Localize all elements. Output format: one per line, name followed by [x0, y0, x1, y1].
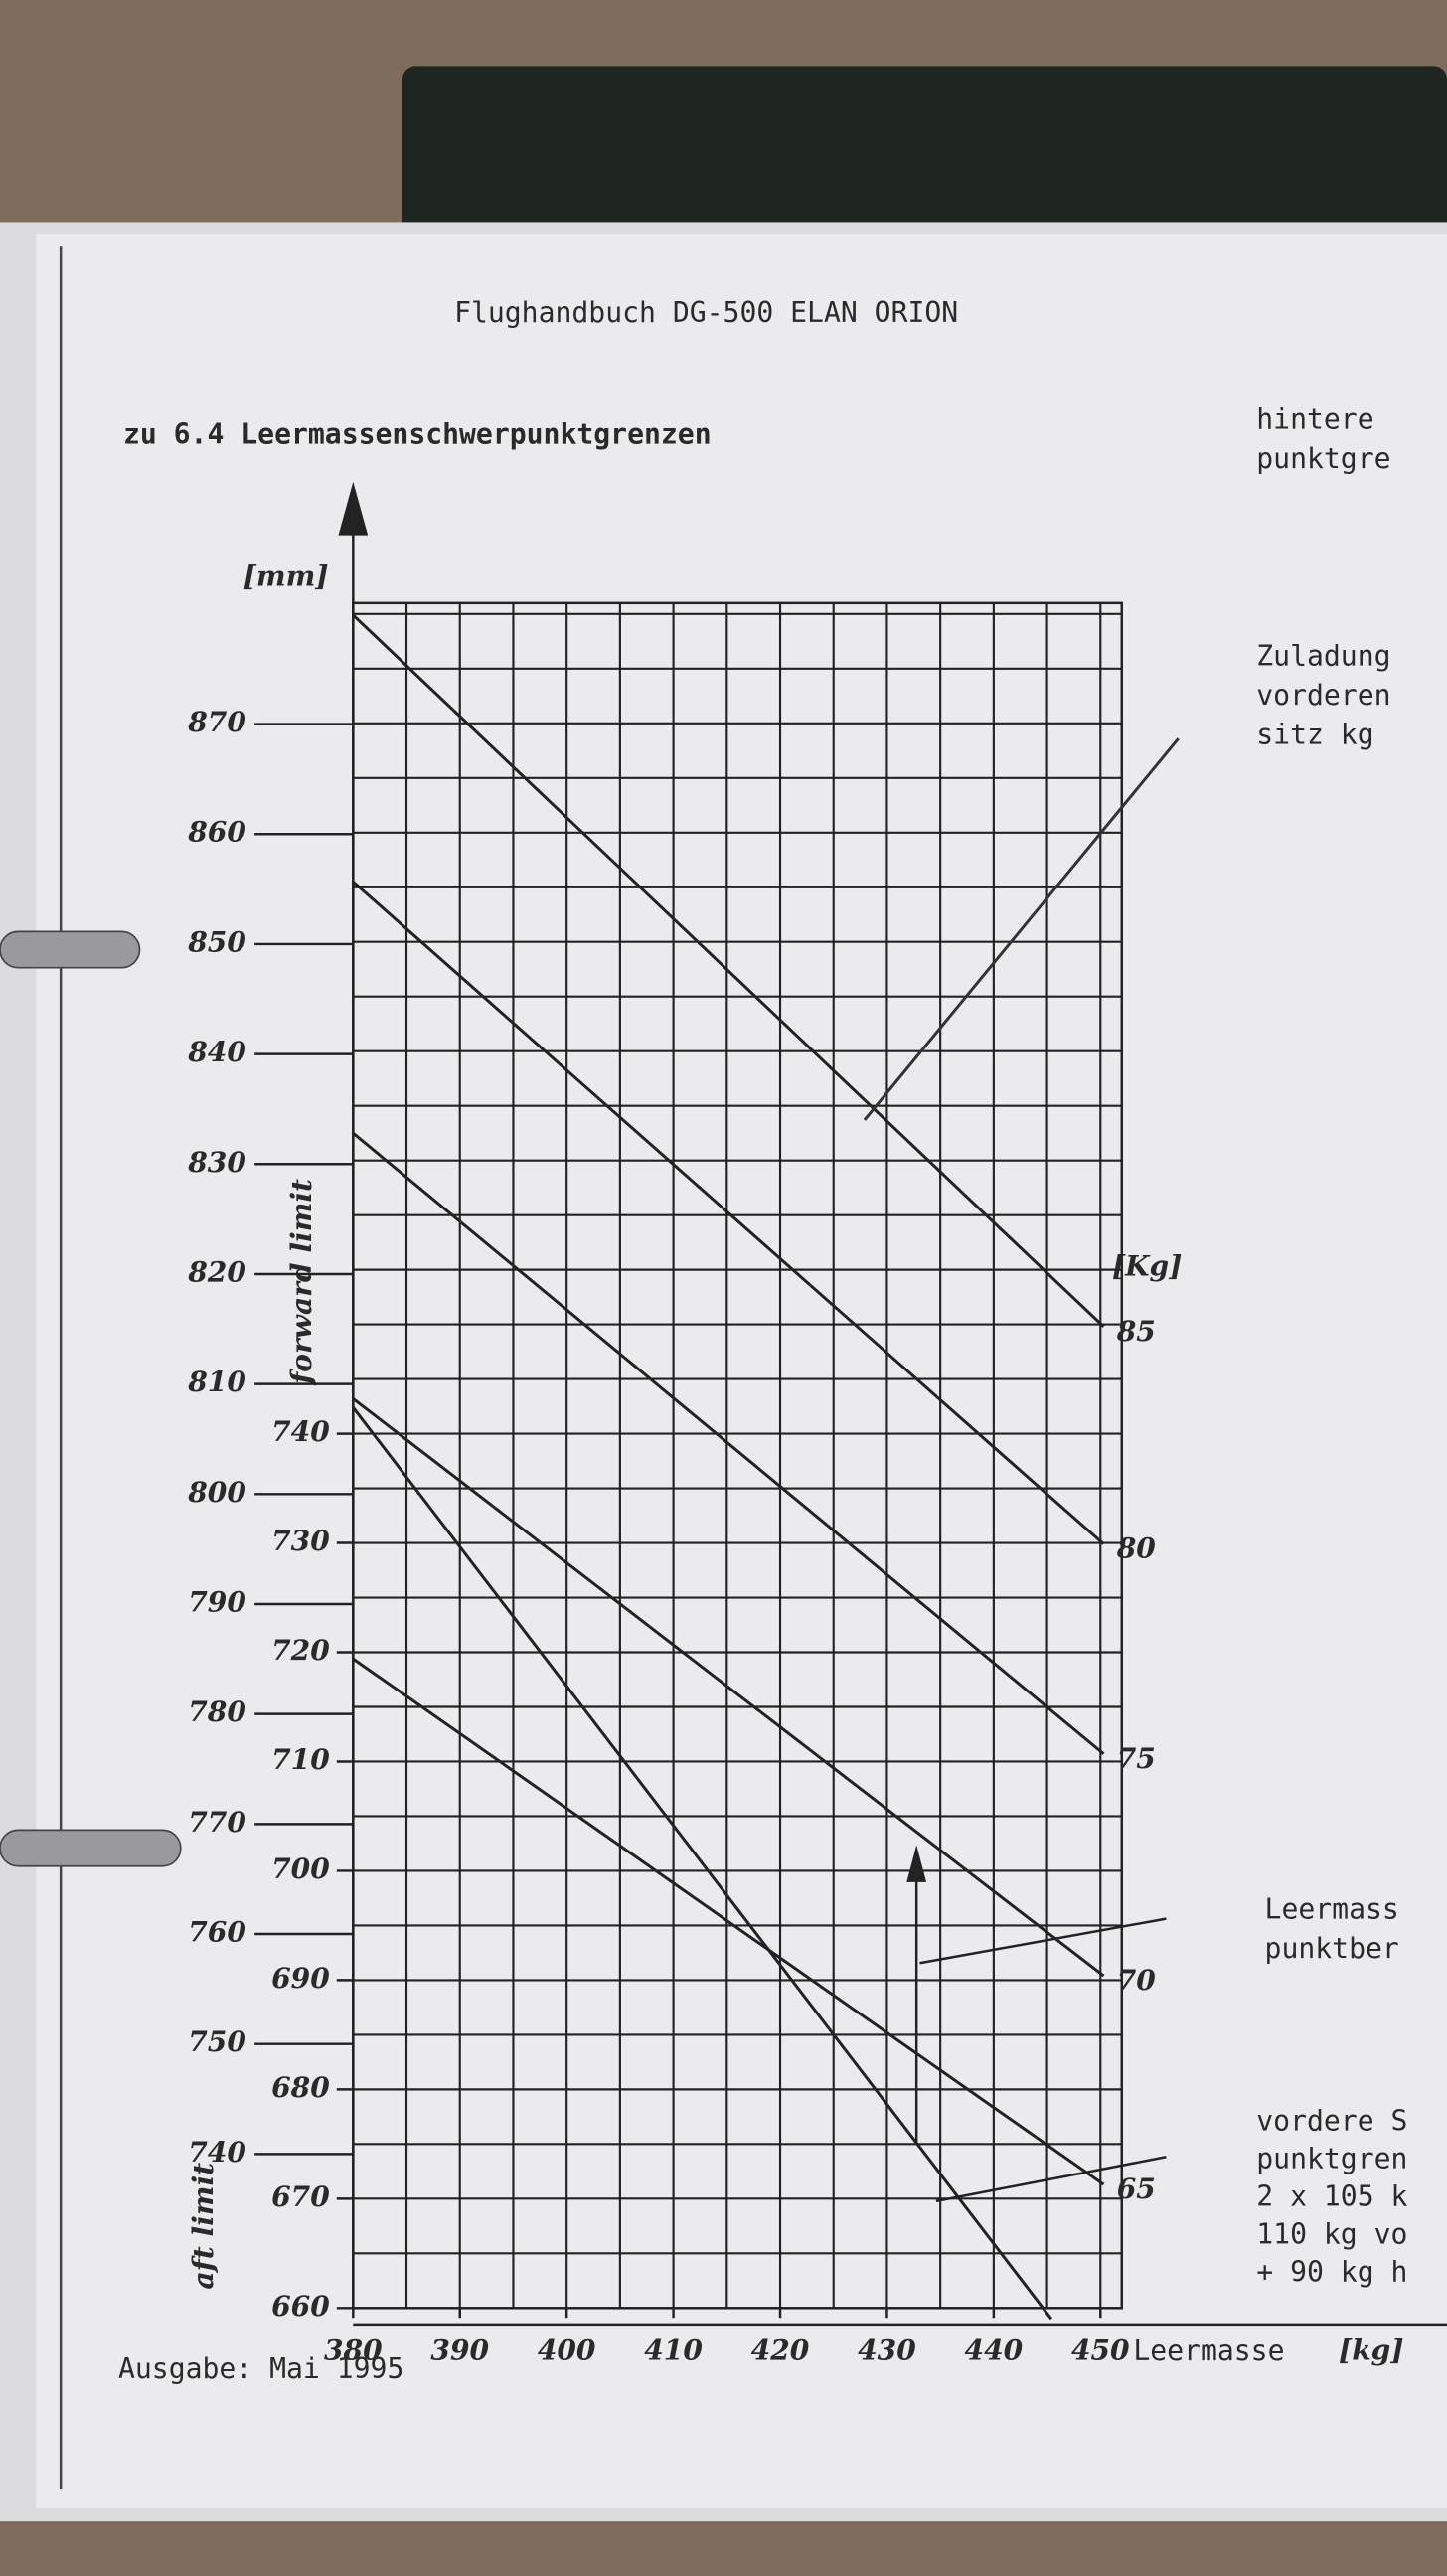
series-label: 70 [1117, 1964, 1157, 1997]
y-tick-label: 740 [271, 1415, 330, 1448]
note: punktgre [1256, 442, 1390, 475]
y2-tick-label: 870 [187, 706, 246, 738]
y-tick-label: 700 [271, 1852, 330, 1885]
y2-tick-label: 760 [188, 1916, 246, 1949]
binder [402, 66, 1447, 239]
y2-tick-label: 770 [188, 1806, 246, 1839]
y-tick-label: 660 [271, 2290, 330, 2323]
y2-tick-label: 790 [188, 1585, 246, 1618]
series-label: 85 [1116, 1315, 1156, 1348]
y2-tick-label: 840 [187, 1036, 246, 1068]
y-axis-label: [mm] [243, 561, 329, 593]
x-tick-label: 440 [965, 2334, 1024, 2366]
binder-ring [0, 930, 141, 969]
series-line [352, 1397, 1105, 1978]
annotation: aft limit [187, 2163, 220, 2290]
series-line [352, 881, 1105, 1545]
x-tick-label: 450 [1071, 2334, 1130, 2366]
series-line [352, 1406, 1053, 2321]
x-tick-label: 430 [858, 2334, 916, 2366]
note: vorderen [1256, 679, 1390, 712]
series-line [352, 613, 1105, 1328]
series-unit: [Kg] [1112, 1250, 1183, 1283]
y-tick-label: 710 [271, 1743, 330, 1776]
y-tick-label: 720 [271, 1634, 330, 1667]
pointer [935, 2156, 1167, 2203]
y2-tick-label: 800 [187, 1476, 246, 1509]
footer: Ausgabe: Mai 1995 [118, 2352, 403, 2385]
x-tick-label: 390 [430, 2334, 489, 2366]
header: Flughandbuch DG-500 ELAN ORION [454, 296, 958, 329]
binder-ring [0, 1829, 182, 1867]
note: sitz kg [1256, 719, 1373, 751]
series-label: 75 [1117, 1742, 1156, 1775]
series-line [352, 1132, 1105, 1755]
y2-tick-label: 810 [187, 1366, 246, 1398]
series-line [352, 1657, 1105, 2186]
note: punktgren [1256, 2143, 1407, 2175]
y2-tick-label: 830 [187, 1146, 246, 1179]
note: + 90 kg h [1256, 2256, 1407, 2289]
plot-frame [352, 601, 1124, 2310]
section-title: zu 6.4 Leermassenschwerpunktgrenzen [123, 417, 712, 450]
y2-tick-label: 820 [187, 1255, 246, 1288]
x-tick-label: 400 [538, 2334, 596, 2366]
x-tick-label: 420 [751, 2334, 810, 2366]
note: punktber [1265, 1932, 1399, 1965]
y-tick-label: 690 [271, 1962, 330, 1995]
series-label: 65 [1117, 2173, 1156, 2205]
y2-tick-label: 740 [188, 2136, 246, 2169]
note: 2 x 105 k [1256, 2180, 1407, 2213]
series-line [863, 737, 1180, 1121]
axis-arrow [338, 481, 369, 536]
note: hintere [1256, 402, 1373, 435]
pointer [919, 1917, 1167, 1965]
y-tick-label: 730 [271, 1525, 330, 1557]
y2-tick-label: 750 [188, 2025, 246, 2058]
y2-tick-label: 860 [187, 816, 246, 849]
x-axis-label: Leermasse [1133, 2334, 1284, 2367]
annotation: forward limit [285, 1179, 318, 1386]
note: Leermass [1265, 1892, 1399, 1925]
x-tick-label: 410 [644, 2334, 703, 2366]
note: vordere S [1256, 2105, 1407, 2138]
pointer-arrow [906, 1845, 927, 1882]
y2-tick-label: 780 [188, 1695, 246, 1728]
y2-tick-label: 850 [187, 925, 246, 958]
note: Zuladung [1256, 639, 1390, 672]
x-unit: [kg] [1339, 2334, 1404, 2366]
note: 110 kg vo [1256, 2218, 1407, 2251]
x-tick-label: 380 [324, 2334, 383, 2366]
y-tick-label: 670 [271, 2180, 330, 2213]
y-tick-label: 680 [271, 2071, 330, 2104]
sheet [36, 233, 1447, 2508]
series-label: 80 [1116, 1532, 1157, 1565]
